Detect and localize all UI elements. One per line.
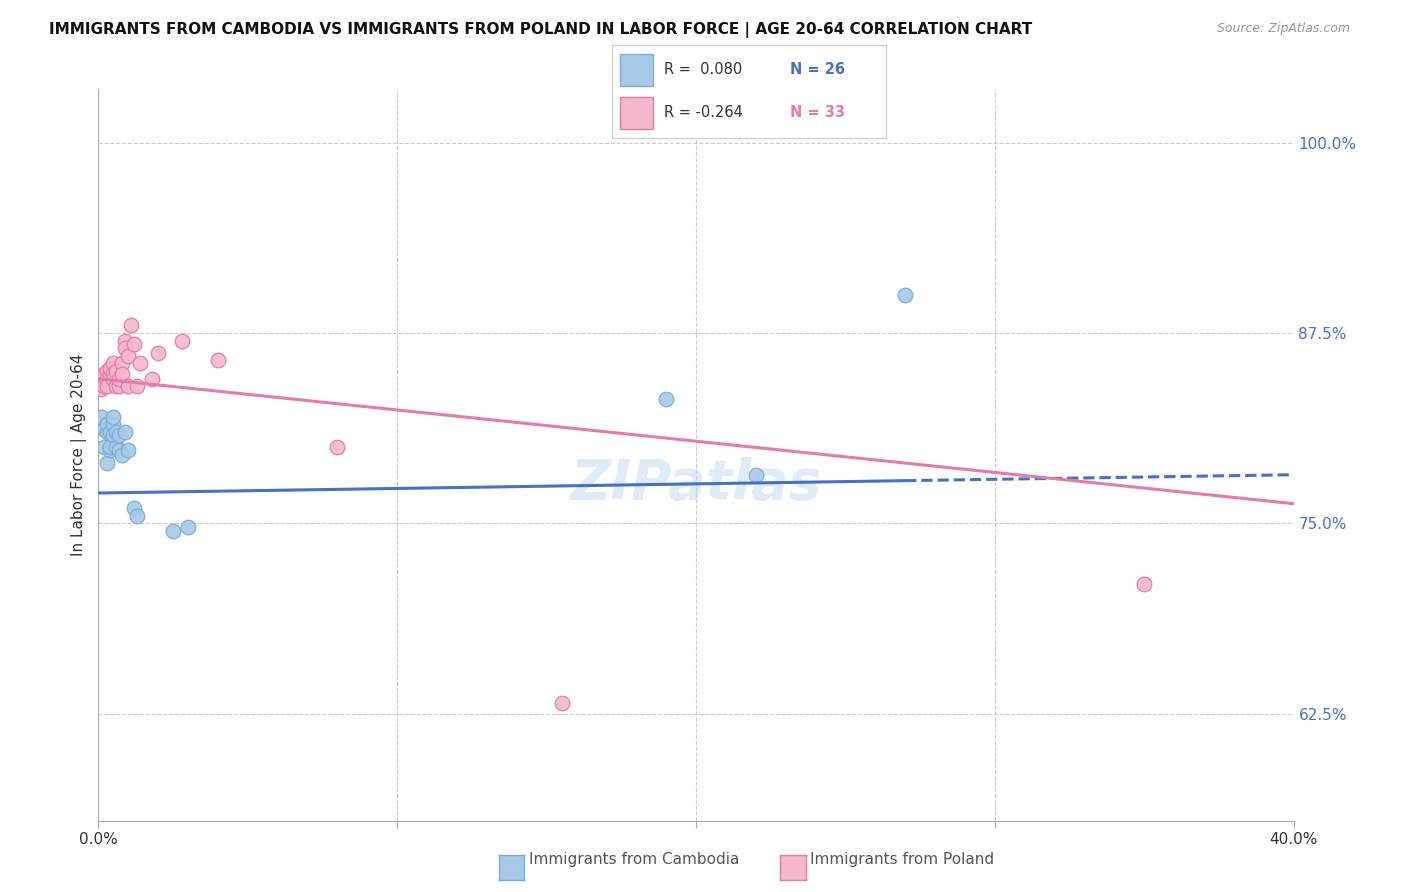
Point bbox=[117, 443, 139, 458]
FancyBboxPatch shape bbox=[620, 97, 652, 129]
Point bbox=[96, 425, 118, 439]
Point bbox=[93, 440, 115, 454]
FancyBboxPatch shape bbox=[620, 54, 652, 86]
Point bbox=[98, 367, 122, 381]
Point bbox=[96, 364, 118, 378]
Text: N = 33: N = 33 bbox=[790, 105, 845, 120]
Point bbox=[114, 334, 136, 348]
Point bbox=[111, 367, 134, 381]
Point bbox=[124, 336, 146, 351]
Point bbox=[127, 379, 149, 393]
Point bbox=[141, 372, 163, 386]
Point bbox=[103, 417, 125, 432]
Point bbox=[103, 428, 125, 442]
Point bbox=[114, 341, 136, 355]
Point bbox=[655, 392, 678, 406]
Point bbox=[108, 428, 131, 442]
Point bbox=[93, 422, 115, 436]
Point bbox=[124, 501, 146, 516]
Point bbox=[162, 524, 184, 538]
Point bbox=[105, 364, 128, 378]
Point bbox=[105, 440, 128, 454]
Point bbox=[108, 443, 131, 458]
Point bbox=[127, 508, 149, 523]
Point bbox=[108, 379, 131, 393]
Text: Immigrants from Poland: Immigrants from Poland bbox=[810, 852, 994, 867]
Point bbox=[114, 425, 136, 439]
Point bbox=[90, 409, 112, 424]
Text: R =  0.080: R = 0.080 bbox=[664, 62, 742, 78]
Point bbox=[98, 425, 122, 439]
Text: Source: ZipAtlas.com: Source: ZipAtlas.com bbox=[1216, 22, 1350, 36]
Point bbox=[98, 443, 122, 458]
Point bbox=[96, 379, 118, 393]
Text: ZIPatlas: ZIPatlas bbox=[571, 458, 821, 511]
Point bbox=[207, 353, 229, 368]
Text: R = -0.264: R = -0.264 bbox=[664, 105, 742, 120]
Point bbox=[96, 372, 118, 386]
Point bbox=[96, 417, 118, 432]
Point bbox=[120, 318, 142, 333]
Point bbox=[90, 372, 112, 386]
Point bbox=[117, 379, 139, 393]
Point bbox=[550, 696, 572, 710]
Point bbox=[96, 456, 118, 470]
Point bbox=[129, 356, 152, 370]
Point bbox=[148, 346, 170, 360]
Point bbox=[894, 288, 917, 302]
Point bbox=[103, 367, 125, 381]
Point bbox=[103, 356, 125, 370]
Point bbox=[117, 349, 139, 363]
Text: Immigrants from Cambodia: Immigrants from Cambodia bbox=[529, 852, 740, 867]
Text: N = 26: N = 26 bbox=[790, 62, 845, 78]
Text: IMMIGRANTS FROM CAMBODIA VS IMMIGRANTS FROM POLAND IN LABOR FORCE | AGE 20-64 CO: IMMIGRANTS FROM CAMBODIA VS IMMIGRANTS F… bbox=[49, 22, 1032, 38]
Point bbox=[93, 367, 115, 381]
Point bbox=[177, 519, 200, 533]
Point bbox=[108, 372, 131, 386]
Point bbox=[745, 467, 768, 482]
Point bbox=[98, 361, 122, 376]
Y-axis label: In Labor Force | Age 20-64: In Labor Force | Age 20-64 bbox=[72, 354, 87, 556]
Point bbox=[90, 383, 112, 397]
Point bbox=[98, 440, 122, 454]
Point bbox=[1133, 577, 1156, 591]
Point bbox=[103, 409, 125, 424]
Point bbox=[111, 356, 134, 370]
Point bbox=[103, 372, 125, 386]
Point bbox=[105, 425, 128, 439]
Point bbox=[105, 379, 128, 393]
Point bbox=[93, 379, 115, 393]
Point bbox=[326, 440, 349, 454]
Point bbox=[172, 334, 194, 348]
Point bbox=[111, 448, 134, 462]
